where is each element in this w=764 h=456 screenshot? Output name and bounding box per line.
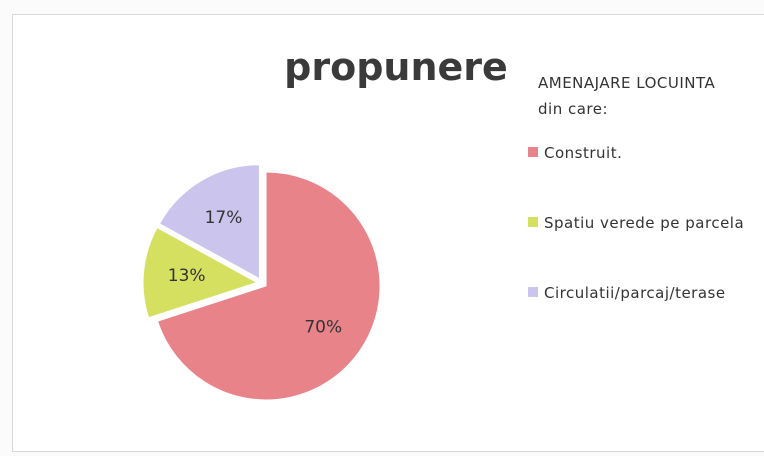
legend-title-line: AMENAJARE LOCUINTA [538, 74, 716, 92]
legend-title: AMENAJARE LOCUINTA din care: [538, 70, 715, 122]
pie-slice [156, 171, 381, 401]
legend-label: Construit. [544, 144, 623, 162]
legend-swatch [528, 217, 538, 227]
legend-item: Spatiu verede pe parcela [528, 210, 764, 236]
pie-slice [142, 226, 259, 319]
slice-label: 17% [205, 208, 243, 228]
legend-item: Circulatii/parcaj/terase [528, 280, 764, 306]
chart-title: propunere [284, 45, 508, 89]
legend-item: Construit. [528, 140, 764, 166]
pie-slice [158, 164, 260, 280]
slice-label: 70% [304, 317, 342, 337]
legend-swatch [528, 147, 538, 157]
legend-label: Spatiu verede pe parcela [544, 214, 745, 232]
slice-label: 13% [168, 266, 206, 286]
legend-swatch [528, 287, 538, 297]
legend-title-line: din care: [538, 100, 609, 118]
legend-label: Circulatii/parcaj/terase [544, 284, 726, 302]
chart-frame [12, 14, 764, 452]
